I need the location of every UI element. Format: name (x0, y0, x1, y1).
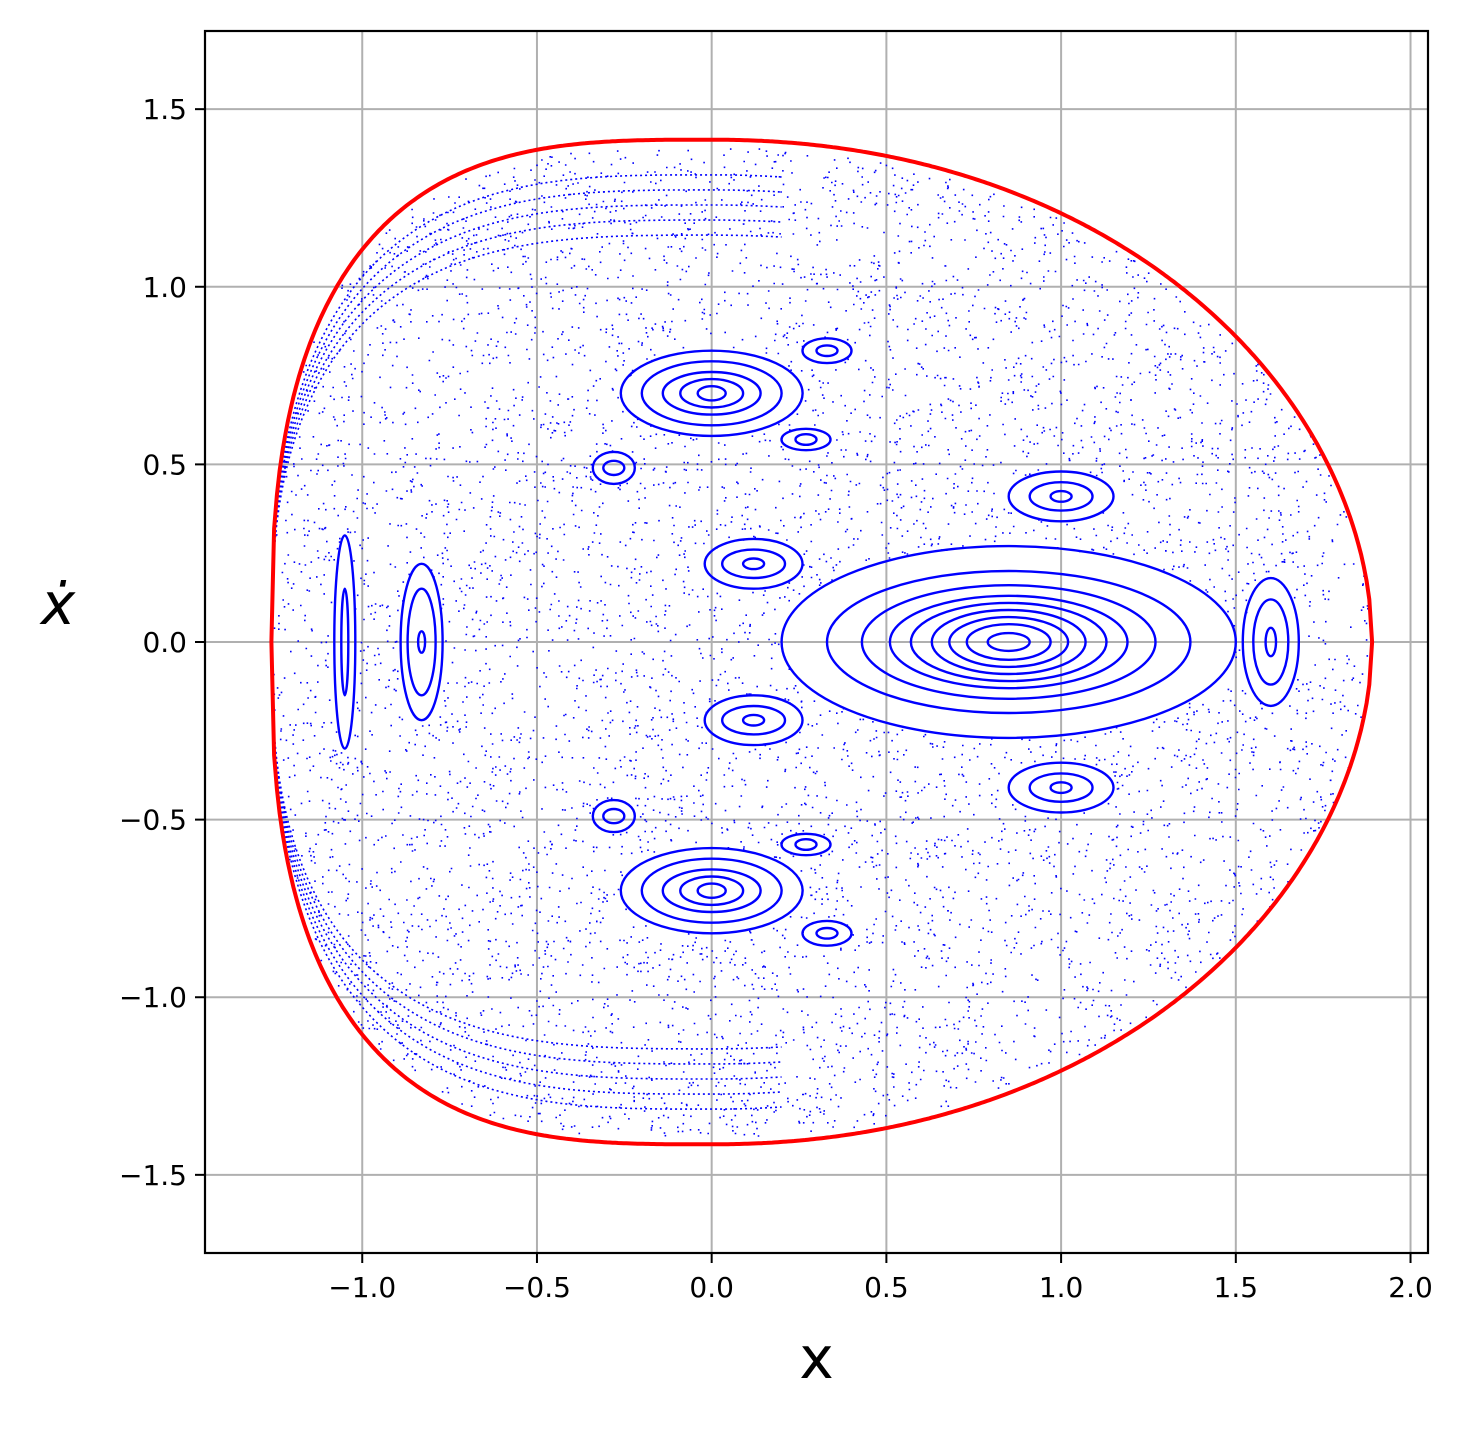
scatter-points (270, 148, 1372, 1137)
island-orbit (661, 868, 762, 914)
island-orbit (619, 349, 804, 438)
island-orbit (965, 623, 1052, 662)
island-orbit (780, 427, 832, 452)
island-orbit (1049, 781, 1073, 795)
island-orbit (591, 450, 636, 486)
island-orbit (930, 608, 1087, 676)
island-orbit (815, 344, 839, 358)
island-orbit (780, 832, 832, 857)
island-orbit (888, 594, 1129, 690)
island-orbit (741, 713, 766, 727)
island-orbit (794, 838, 818, 852)
outer-band (270, 234, 782, 1050)
island-orbit (619, 846, 804, 935)
island-orbit (1049, 489, 1073, 503)
island-orbit (679, 875, 745, 907)
island-orbit (703, 694, 804, 747)
island-orbit (1241, 576, 1301, 708)
outer-band (270, 204, 782, 1080)
outer-band (270, 174, 782, 1110)
x-tick-label: 0.5 (864, 1271, 909, 1304)
y-tick-label: 0.5 (142, 448, 187, 481)
island-orbit (794, 433, 818, 447)
island-orbit (399, 562, 444, 722)
island-orbit (602, 807, 626, 825)
island-orbit (741, 557, 766, 571)
island-orbit (340, 587, 350, 697)
island-orbit (703, 537, 804, 590)
island-orbit (720, 548, 787, 580)
island-orbit (602, 459, 626, 477)
x-tick-label: −0.5 (503, 1271, 571, 1304)
island-orbit (333, 534, 357, 750)
energy-boundary-curve (269, 137, 1375, 1147)
axis-ticks: −1.0 −0.5 0.0 0.5 1.0 1.5 2.0 1.5 1.0 0.5 0.0 −0.5 −… (119, 93, 1433, 1304)
island-orbit (986, 631, 1031, 653)
island-orbit (1007, 761, 1115, 814)
island-orbit (801, 919, 853, 947)
island-orbit (1264, 626, 1278, 658)
island-orbit (720, 704, 787, 736)
island-orbit (948, 615, 1070, 669)
x-tick-label: 1.5 (1214, 1271, 1259, 1304)
y-tick-label: 1.5 (142, 93, 187, 126)
island-orbit (860, 584, 1157, 701)
x-axis-label: x (799, 1324, 833, 1392)
island-orbit (1028, 480, 1094, 512)
island-orbit (661, 370, 762, 416)
island-orbit (591, 798, 636, 834)
island-orbit (1028, 772, 1094, 803)
x-tick-label: 1.0 (1039, 1271, 1084, 1304)
island-orbit (406, 587, 437, 697)
island-orbit (416, 630, 427, 654)
island-orbit (640, 360, 783, 427)
y-tick-label: −1.5 (119, 1159, 187, 1192)
island-orbit (640, 857, 783, 924)
island-orbit (801, 337, 853, 365)
island-orbit (696, 384, 727, 402)
island-orbit (696, 882, 727, 900)
island-orbit (780, 544, 1237, 740)
x-tick-label: −1.0 (328, 1271, 396, 1304)
island-orbit (909, 601, 1108, 683)
island-orbit (825, 569, 1192, 715)
y-tick-label: 1.0 (142, 271, 187, 304)
island-orbit (815, 926, 839, 940)
x-tick-label: 2.0 (1388, 1271, 1433, 1304)
y-tick-label: −1.0 (119, 981, 187, 1014)
boundary-curve (269, 137, 1375, 1147)
y-tick-label: 0.0 (142, 626, 187, 659)
island-orbit (1007, 470, 1115, 523)
y-tick-label: −0.5 (119, 804, 187, 837)
y-axis-label: ẋ (39, 570, 76, 638)
island-orbit (679, 377, 745, 409)
island-orbit (1252, 598, 1290, 686)
x-tick-label: 0.0 (689, 1271, 734, 1304)
